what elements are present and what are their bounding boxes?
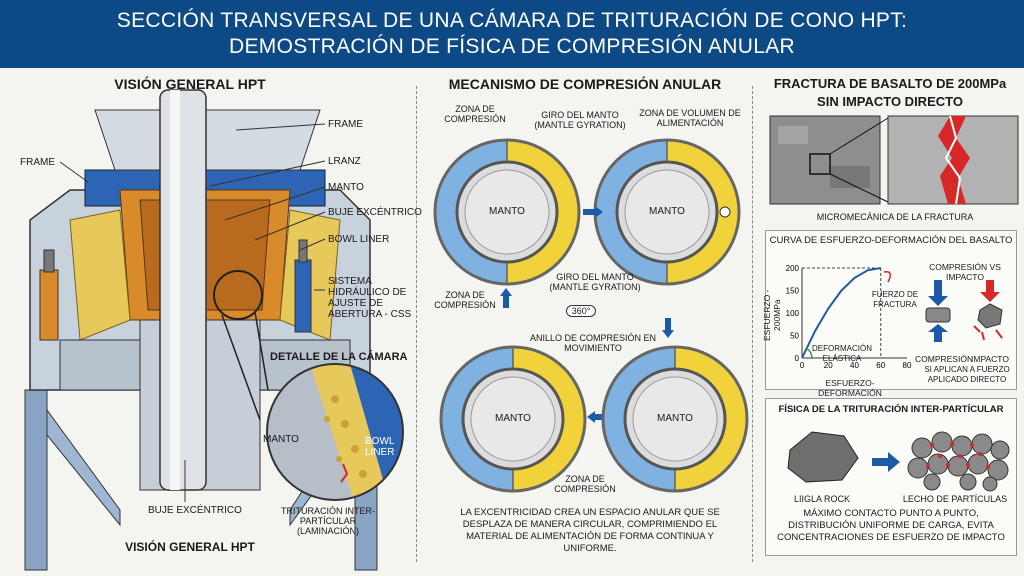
- chamber-detail: [266, 363, 404, 501]
- label-buje-bottom: BUJE EXCÉNTRICO: [148, 505, 242, 516]
- label-lecho: LECHO DE PARTÍCULAS: [902, 494, 1008, 504]
- label-zona-compresion-2: ZONA DE COMPRESIÓN: [434, 290, 496, 310]
- left-footer: VISIÓN GENERAL HPT: [125, 540, 255, 554]
- label-hydraulic: SISTEMA HIDRÁULICO DE AJUSTE DE ABERTURA…: [328, 276, 412, 320]
- x-tick-label: 80: [903, 361, 912, 370]
- divider-right: [752, 86, 753, 562]
- label-rock: LIIGLA ROCK: [793, 494, 851, 504]
- title-line-2: DEMOSTRACIÓN DE FÍSICA DE COMPRESIÓN ANU…: [229, 35, 795, 58]
- label-compresion: COMPRESIÓN: [915, 354, 974, 364]
- label-frame-left: FRAME: [20, 157, 55, 168]
- middle-heading: MECANISMO DE COMPRESIÓN ANULAR: [448, 76, 722, 92]
- particle-bed-icon: [907, 431, 1010, 492]
- label-zona-compresion: ZONA DE COMPRESIÓN: [444, 104, 506, 124]
- label-giro-2: GIRO DEL MANTO (MANTLE GYRATION): [549, 272, 641, 292]
- label-anillo: ANILLO DE COMPRESIÓN EN MOVIMIENTO: [529, 333, 657, 353]
- ring3-manto: MANTO: [495, 413, 531, 424]
- label-impacto: IMPACTO: [971, 354, 1009, 364]
- ring-2: [593, 138, 741, 286]
- middle-caption: LA EXCENTRICIDAD CREA UN ESPACIO ANULAR …: [460, 507, 720, 554]
- right-heading-2: SIN IMPACTO DIRECTO: [817, 94, 963, 109]
- y-tick-label: 0: [795, 354, 800, 363]
- y-tick-label: 150: [786, 287, 800, 296]
- label-zona-volumen: ZONA DE VOLUMEN DE ALIMENTACIÓN: [639, 108, 741, 128]
- arrow-right-icon: [872, 452, 900, 472]
- curve-title: CURVA DE ESFUERZO-DEFORMACIÓN DEL BASALT…: [769, 235, 1013, 246]
- divider-left: [416, 86, 417, 562]
- label-aplican: SI APLICAN A FUERZO APLICADO DIRECTO: [924, 365, 1010, 384]
- arrow-down-icon: [662, 318, 674, 338]
- ring-3: [439, 345, 587, 493]
- right-heading-1: FRACTURA DE BASALTO DE 200MPa: [773, 76, 1007, 91]
- arrow-up-icon: [500, 288, 512, 308]
- compression-impact-icons: [925, 280, 1003, 342]
- y-tick-label: 100: [786, 309, 800, 318]
- title-banner: SECCIÓN TRANSVERSAL DE UNA CÁMARA DE TRI…: [0, 0, 1024, 68]
- inter-particle-illustration: [787, 431, 1010, 492]
- inter-title: FÍSICA DE LA TRITURACIÓN INTER-PARTÍCULA…: [778, 404, 1004, 415]
- rotation-360-icon: 360°: [566, 305, 596, 317]
- left-heading: VISIÓN GENERAL HPT: [114, 76, 266, 92]
- label-elastica: DEFORMACIÓN ELÁSTICA: [812, 344, 872, 363]
- label-zona-compresion-3: ZONA DE COMPRESIÓN: [554, 474, 616, 494]
- label-micro: MICROMECÁNICA DE LA FRACTURA: [816, 212, 974, 222]
- detail-manto: MANTO: [263, 434, 299, 445]
- stress-strain-panel: [765, 230, 1017, 390]
- y-tick-label: 200: [786, 264, 800, 273]
- label-frame-top: FRAME: [328, 119, 363, 130]
- ring1-manto: MANTO: [489, 206, 525, 217]
- inter-caption: MÁXIMO CONTACTO PUNTO A PUNTO, DISTRIBUC…: [777, 508, 1005, 543]
- stress-strain-chart: 200 150 100 50 0 0 20 40 60 80: [786, 264, 912, 370]
- label-fuerzo: FUERZO DE FRACTURA: [871, 290, 919, 309]
- ring4-manto: MANTO: [657, 413, 693, 424]
- title-line-1: SECCIÓN TRANSVERSAL DE UNA CÁMARA DE TRI…: [116, 9, 908, 32]
- x-tick-label: 0: [800, 361, 805, 370]
- compression-arrow-icon: [928, 280, 948, 306]
- fracture-micrograph: [769, 115, 1019, 205]
- x-tick-label: 40: [850, 361, 859, 370]
- label-giro: GIRO DEL MANTO (MANTLE GYRATION): [534, 110, 626, 130]
- label-lranz: LRANZ: [328, 156, 361, 167]
- label-buje: BUJE EXCÉNTRICO: [328, 207, 422, 218]
- x-tick-label: 60: [876, 361, 885, 370]
- label-cvsi: COMPRESIÓN VS IMPACTO: [929, 262, 1001, 282]
- detail-bowl: BOWL LINER: [365, 436, 395, 458]
- impact-arrow-icon: [980, 280, 1000, 302]
- y-tick-label: 50: [790, 332, 799, 341]
- detail-trituracion: TRITURACIÓN INTER-PARTÍCULAR (LAMINACIÓN…: [281, 506, 375, 536]
- label-manto: MANTO: [328, 182, 364, 193]
- x-tick-label: 20: [824, 361, 833, 370]
- label-bowl: BOWL LINER: [328, 234, 390, 245]
- curve-xlabel: ESFUERZO-DEFORMACIÓN: [818, 378, 882, 398]
- rock-icon: [787, 431, 859, 483]
- ring-4: [601, 345, 749, 493]
- ring-1: [433, 138, 581, 286]
- curve-ylabel: ESFUERZO - 200MPa: [762, 289, 782, 341]
- detail-heading: DETALLE DE LA CÁMARA: [270, 351, 408, 363]
- arrow-right-icon: [583, 206, 603, 218]
- stress-strain-line: [801, 267, 881, 359]
- ring2-manto: MANTO: [649, 206, 685, 217]
